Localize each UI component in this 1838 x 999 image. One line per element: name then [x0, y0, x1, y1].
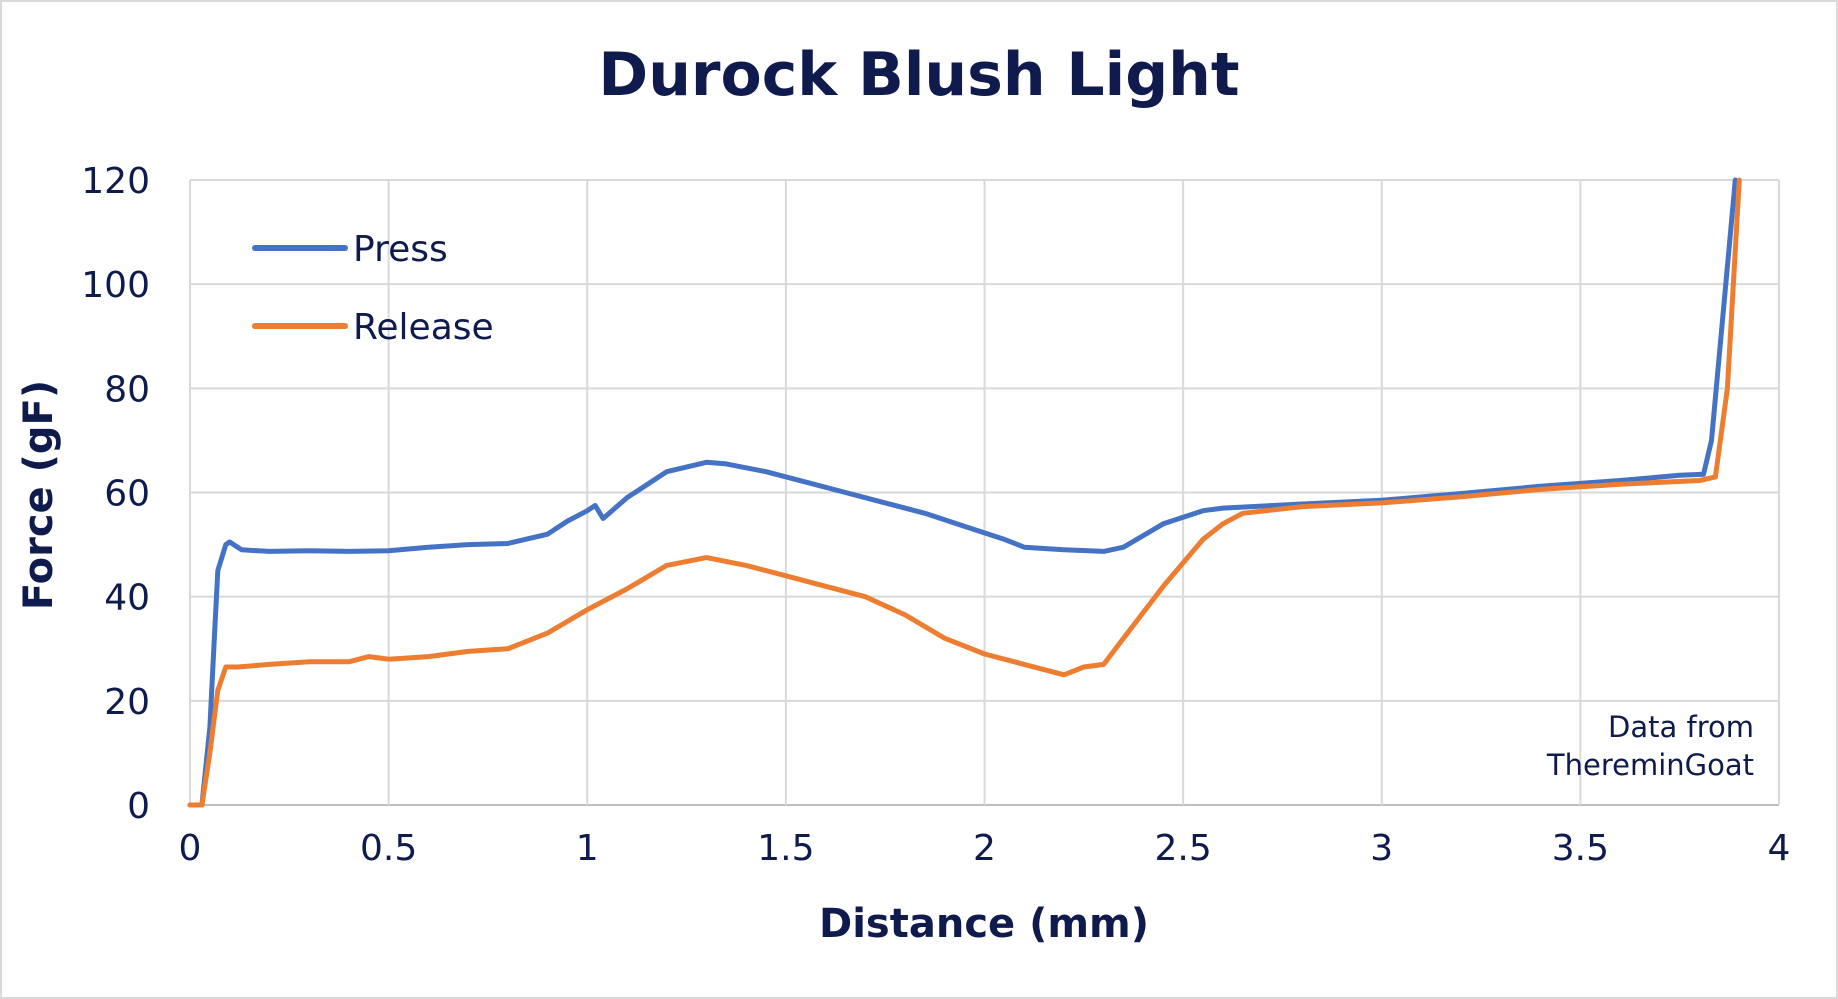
x-tick-label: 3.5	[1552, 828, 1609, 869]
x-tick-label: 0.5	[360, 828, 417, 869]
axes: 0 20 40 60 80 100 120 0 0.5 1 1.5 2 2.5 3 3.5 4	[81, 161, 1790, 869]
y-tick-label: 100	[81, 265, 150, 306]
x-tick-label: 3	[1370, 828, 1393, 869]
x-tick-label: 2.5	[1154, 828, 1211, 869]
x-axis-title: Distance (mm)	[819, 901, 1149, 947]
y-tick-label: 60	[104, 474, 150, 515]
y-tick-label: 120	[81, 161, 150, 202]
x-tick-label: 0	[179, 828, 202, 869]
annotation: Data from ThereminGoat	[1546, 710, 1754, 782]
chart-title: Durock Blush Light	[598, 40, 1239, 110]
y-tick-label: 20	[104, 682, 150, 723]
x-tick-label: 2	[973, 828, 996, 869]
legend-label-press: Press	[353, 229, 448, 270]
annotation-line: Data from	[1608, 710, 1754, 744]
legend: Press Release	[252, 229, 494, 348]
annotation-line: ThereminGoat	[1546, 748, 1754, 782]
x-tick-label: 1.5	[757, 828, 814, 869]
y-axis-title: Force (gF)	[16, 380, 62, 610]
legend-label-release: Release	[353, 307, 494, 348]
series-line-press	[187, 177, 1738, 808]
y-tick-label: 80	[104, 369, 150, 410]
series-lines	[187, 177, 1742, 808]
y-tick-label: 40	[104, 578, 150, 619]
x-tick-label: 1	[576, 828, 599, 869]
y-tick-label: 0	[127, 786, 150, 827]
series-line-release	[187, 177, 1742, 808]
x-tick-label: 4	[1768, 828, 1791, 869]
grid	[189, 179, 1780, 806]
